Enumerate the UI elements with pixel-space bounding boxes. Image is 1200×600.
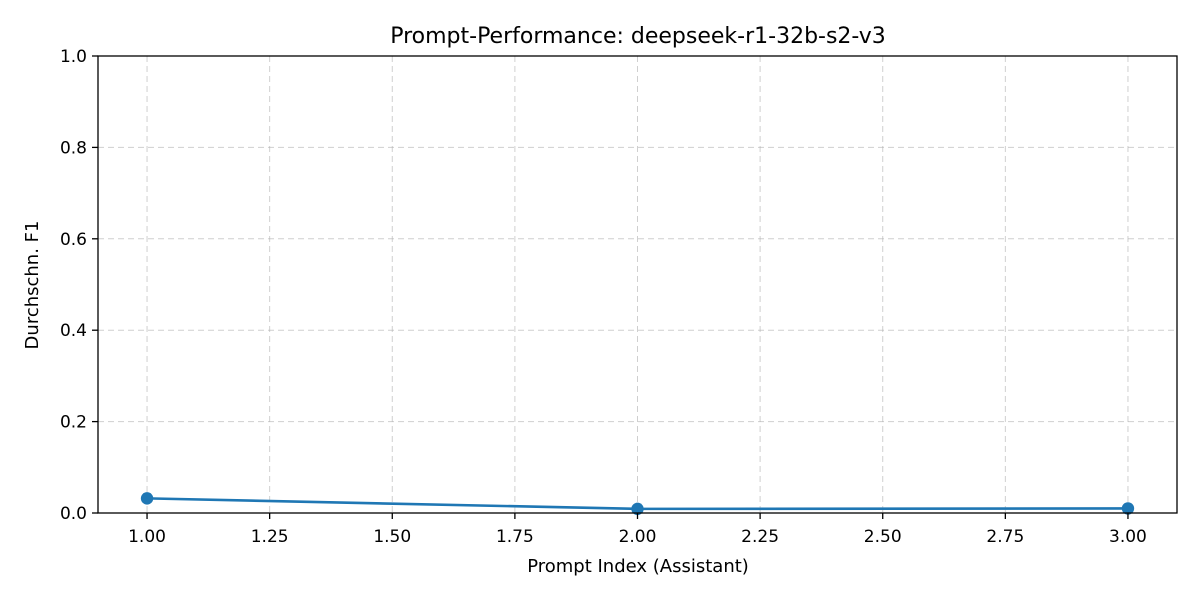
x-tick-label: 1.25 (251, 527, 289, 547)
y-tick-label: 0.4 (60, 321, 87, 341)
y-tick-label: 1.0 (60, 47, 87, 67)
x-tick-label: 2.25 (741, 527, 779, 547)
y-axis: 0.0 0.2 0.4 0.6 0.8 1.0 (60, 47, 98, 524)
x-tick-label: 2.75 (986, 527, 1024, 547)
x-tick-label: 3.00 (1109, 527, 1147, 547)
x-tick-label: 2.00 (619, 527, 657, 547)
y-tick-label: 0.8 (60, 138, 87, 158)
data-point (631, 502, 644, 516)
chart-title: Prompt-Performance: deepseek-r1-32b-s2-v… (390, 24, 886, 49)
x-tick-label: 2.50 (864, 527, 902, 547)
y-axis-label: Durchschn. F1 (22, 221, 43, 350)
x-axis-label: Prompt Index (Assistant) (527, 556, 749, 577)
x-tick-label: 1.00 (128, 527, 166, 547)
x-tick-label: 1.75 (496, 527, 534, 547)
y-tick-label: 0.0 (60, 504, 87, 524)
grid-layer (98, 55, 1177, 514)
data-point (1121, 502, 1135, 515)
data-point (140, 492, 154, 505)
x-axis: 1.00 1.25 1.50 1.75 2.00 2.25 2.50 2.75 3.00 (128, 513, 1147, 547)
series-layer (140, 492, 1135, 516)
x-tick-label: 1.50 (373, 527, 411, 547)
y-tick-label: 0.6 (60, 230, 87, 250)
plot-frame (97, 55, 1178, 514)
y-tick-label: 0.2 (60, 413, 87, 433)
